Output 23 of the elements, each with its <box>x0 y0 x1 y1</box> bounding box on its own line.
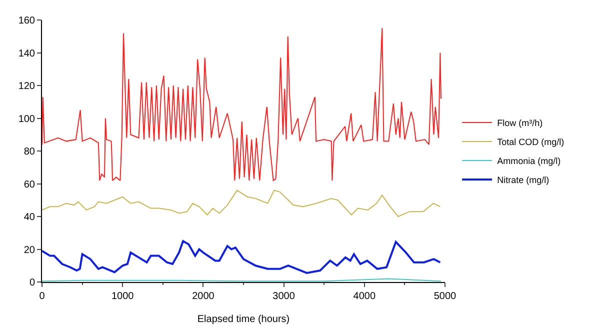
x-axis-title: Elapsed time (hours) <box>197 314 290 325</box>
legend-label: Ammonia (mg/l) <box>497 156 561 166</box>
legend-label: Flow (m³/h) <box>497 118 543 128</box>
x-tick-label: 0 <box>39 291 46 302</box>
x-tick-label: 1000 <box>111 291 134 302</box>
y-tick-label: 0 <box>29 278 36 288</box>
legend-label: Nitrate (mg/l) <box>497 175 550 186</box>
x-tick-label: 4000 <box>353 291 376 302</box>
y-tick-label: 40 <box>24 212 36 223</box>
y-tick-label: 120 <box>18 81 36 92</box>
y-tick-label: 140 <box>18 48 36 60</box>
line-series <box>42 190 441 217</box>
y-tick-label: 60 <box>24 179 36 190</box>
line-series <box>42 28 442 181</box>
x-tick-label: 3000 <box>272 291 296 302</box>
y-tick-label: 80 <box>24 146 36 158</box>
x-tick-label: 5000 <box>434 291 457 302</box>
y-tick-label: 100 <box>18 114 36 125</box>
y-tick-label: 20 <box>24 244 36 256</box>
line-series <box>42 240 442 274</box>
legend-label: Total COD (mg/l) <box>497 137 564 148</box>
y-tick-label: 160 <box>18 16 36 26</box>
x-tick-label: 2000 <box>192 291 215 302</box>
